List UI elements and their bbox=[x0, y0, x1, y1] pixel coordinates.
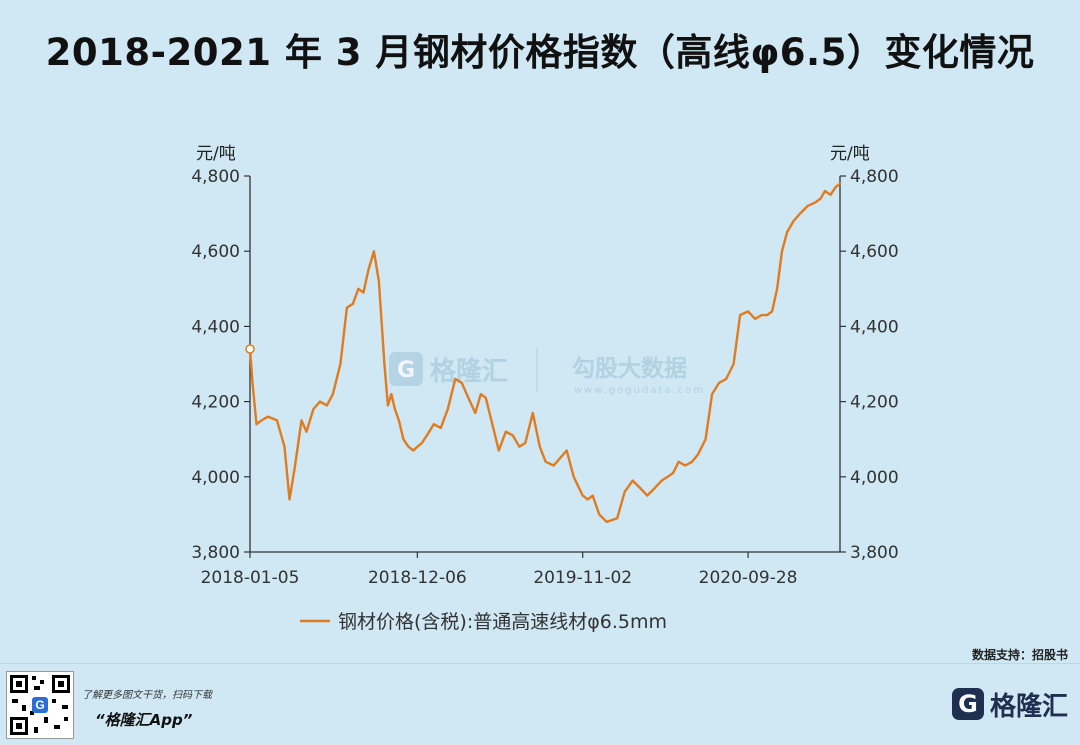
watermark-left: 格隆汇 bbox=[430, 356, 508, 387]
y-unit-left: 元/吨 bbox=[196, 144, 236, 164]
qr-code[interactable]: G bbox=[6, 671, 74, 739]
y-tick-label-right: 4,600 bbox=[850, 242, 899, 262]
watermark-url: www.gogudata.com bbox=[574, 385, 705, 396]
series-line-steel-price bbox=[248, 182, 842, 524]
y-tick-label-right: 4,400 bbox=[850, 317, 899, 337]
y-tick-label-left: 4,400 bbox=[191, 317, 240, 337]
legend-label: 钢材价格(含税):普通高速线材φ6.5mm bbox=[338, 611, 667, 633]
y-tick-label-left: 3,800 bbox=[191, 543, 240, 563]
brand-logo: G 格隆汇 bbox=[951, 684, 1068, 724]
watermark-logo-letter: G bbox=[397, 358, 415, 383]
watermark-right: 勾股大数据 bbox=[572, 355, 687, 382]
footer-app-name: “格隆汇App” bbox=[95, 711, 193, 729]
data-source-note: 数据支持：招股书 bbox=[971, 648, 1068, 662]
y-tick-label-left: 4,800 bbox=[191, 167, 240, 187]
y-tick-label-left: 4,200 bbox=[191, 393, 240, 413]
y-tick-label-left: 4,000 bbox=[191, 468, 240, 488]
footer-hint: 了解更多图文干货，扫码下载 bbox=[82, 690, 212, 701]
y-tick-label-right: 4,800 bbox=[850, 167, 899, 187]
watermark-logo-icon bbox=[389, 352, 423, 386]
x-tick-label: 2018-01-05 bbox=[201, 568, 300, 588]
svg-text:G: G bbox=[35, 698, 44, 712]
line-chart: G 格隆汇 勾股大数据 www.gogudata.com 3,800 3,800 4,000… bbox=[191, 144, 899, 633]
footer-divider bbox=[0, 663, 1080, 664]
chart-title: 2018-2021 年 3 月钢材价格指数（高线φ6.5）变化情况 bbox=[45, 31, 1035, 74]
x-tick-label: 2020-09-28 bbox=[699, 568, 798, 588]
y-tick-label-right: 4,000 bbox=[850, 468, 899, 488]
y-tick-label-left: 4,600 bbox=[191, 242, 240, 262]
brand-name: 格隆汇 bbox=[989, 691, 1068, 722]
x-tick-label: 2019-11-02 bbox=[533, 568, 632, 588]
y-tick-label-right: 4,200 bbox=[850, 393, 899, 413]
y-tick-label-right: 3,800 bbox=[850, 543, 899, 563]
series-start-marker bbox=[245, 344, 255, 354]
brand-mark-icon: G bbox=[951, 688, 984, 720]
y-unit-right: 元/吨 bbox=[830, 144, 870, 164]
x-tick-label: 2018-12-06 bbox=[368, 568, 467, 588]
